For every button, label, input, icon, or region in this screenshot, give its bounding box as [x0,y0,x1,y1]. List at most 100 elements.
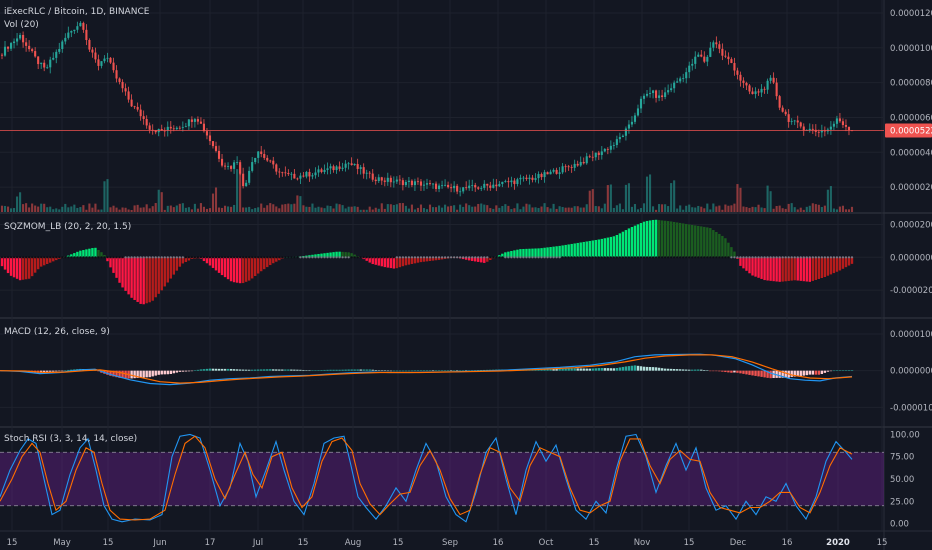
momentum-bar [513,250,516,258]
momentum-bar [648,220,652,258]
squeeze-dot [685,256,688,259]
volume-bar [16,196,19,212]
macd-histogram-bar [832,370,836,372]
candle-body [100,61,103,66]
macd-histogram-bar [793,370,796,377]
macd-histogram-bar [582,368,585,371]
momentum-bar [311,254,314,258]
volume-bar [91,207,94,212]
squeeze-dot [284,256,287,259]
squeeze-dot [838,256,842,259]
candle-body [492,184,495,188]
volume-bar [808,205,811,212]
squeeze-dot [733,256,736,259]
price-pane[interactable] [0,21,884,212]
volume-bar [763,208,766,212]
volume-bar [688,204,691,212]
squeeze-dot [814,256,817,259]
squeeze-dot [516,256,519,259]
momentum-bar [666,221,670,258]
volume-bar [474,206,477,212]
momentum-bar [154,257,157,298]
volume-bar [462,206,465,212]
volume-bar [239,165,242,212]
momentum-bar [344,252,347,258]
momentum-bar [133,257,136,300]
macd-histogram-bar [383,370,387,372]
candle-body [398,179,401,181]
macd-histogram-bar [260,369,263,371]
candle-body [40,62,43,65]
candle-body [79,22,82,27]
candle-body [483,183,486,188]
momentum-bar [504,252,507,258]
macd-histogram-bar [431,370,435,371]
momentum-bar [796,257,799,281]
squeeze-dot [829,256,832,259]
candle-body [43,62,46,68]
squeeze-dot [154,256,157,259]
macd-pane[interactable] [0,353,854,386]
volume-bar [618,203,621,212]
squeeze-dot [624,256,628,259]
macd-histogram-bar [691,369,694,371]
momentum-bar [537,248,540,258]
candle-body [290,173,293,175]
candle-body [205,131,209,136]
squeeze-dot [365,256,368,259]
squeeze-dot [757,256,760,259]
macd-histogram-bar [118,370,121,378]
volume-bar [787,203,790,212]
macd-title: MACD (12, 26, close, 9) [4,327,110,337]
squeeze-dot [492,256,495,259]
squeeze-dot [236,256,239,259]
stoch-axis-tick: 50.00 [890,475,914,485]
momentum-bar [474,257,477,262]
momentum-bar [15,257,19,279]
squeeze-dot [513,256,516,259]
squeeze-dot [682,256,685,259]
candle-body [272,160,275,165]
candle-body [172,128,175,130]
macd-histogram-bar [458,370,462,371]
macd-histogram-bar [636,365,640,371]
candle-body [796,120,799,123]
stoch-rsi-pane[interactable] [0,433,884,523]
candle-body [293,173,296,179]
momentum-bar [145,257,148,304]
candle-body [239,162,242,174]
squeeze-dot [64,256,67,259]
squeeze-dot [73,256,76,259]
macd-histogram-bar [392,370,396,372]
squeeze-momentum-pane[interactable] [0,219,854,305]
volume-bar [724,204,727,212]
momentum-bar [567,244,570,258]
squeeze-dot [157,256,160,259]
momentum-bar [663,220,667,258]
macd-histogram-bar [678,369,682,371]
price-axes[interactable]: 0.00000200 0.00000400 0.00000600 0.00000800… [885,9,932,530]
candle-body [519,177,522,180]
volume-bar [296,195,299,212]
macd-histogram-bar [603,368,607,371]
volume-bar [651,206,655,212]
squeeze-dot [163,256,166,259]
momentum-bar [808,257,811,282]
volume-bar [142,207,145,212]
candle-body [115,70,118,79]
candle-body [407,180,410,182]
macd-histogram-bar [55,370,58,372]
time-axis[interactable]: 15 May 15 Jun 17 Jul 15 Aug 15 Sep 16 Oct 15 Nov 15 Dec… [7,538,888,548]
volume-bar [850,206,854,212]
momentum-bar [636,224,640,258]
volume-bar [748,207,751,212]
momentum-bar [534,248,537,258]
candle-body [844,125,848,127]
volume-bar [211,193,215,212]
candle-body [314,172,317,176]
squeeze-dot [817,256,820,259]
squeeze-dot [100,256,103,259]
macd-histogram-bar [709,370,712,372]
squeeze-dot [181,256,184,259]
